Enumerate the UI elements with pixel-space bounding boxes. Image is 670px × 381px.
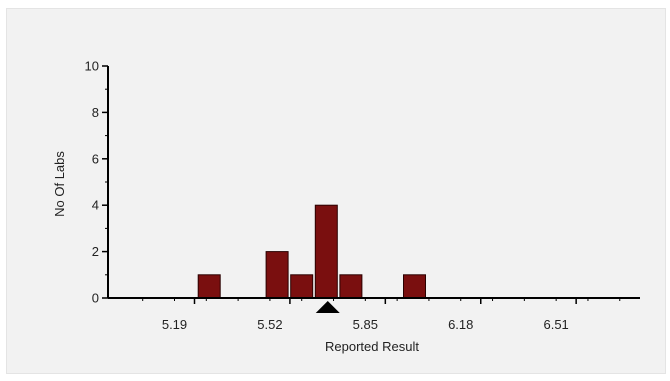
x-tick-label-1: 5.52: [257, 317, 282, 332]
y-tick-label-4: 8: [92, 105, 99, 120]
bar-3: [314, 204, 338, 299]
x-tick-label-0: 5.19: [162, 317, 187, 332]
bar-1: [265, 251, 289, 299]
x-axis-ticks: 5.19 5.52 5.85 6.18 6.51: [142, 298, 621, 332]
x-tick-label-2: 5.85: [353, 317, 378, 332]
y-tick-label-0: 0: [92, 291, 99, 306]
y-tick-label-1: 2: [92, 244, 99, 259]
y-tick-label-5: 10: [85, 59, 99, 74]
x-axis-title: Reported Result: [325, 339, 419, 354]
y-tick-label-3: 6: [92, 151, 99, 166]
bars-layer: [197, 204, 426, 299]
x-tick-label-3: 6.18: [448, 317, 473, 332]
bar-0: [197, 274, 221, 299]
bar-2: [290, 274, 314, 299]
bar-5: [403, 274, 426, 299]
y-axis-ticks: 0 2 4 6 8 10: [85, 59, 108, 306]
bar-4: [339, 274, 363, 299]
y-tick-label-2: 4: [92, 198, 99, 213]
assigned-value-marker: [315, 301, 340, 313]
y-axis-title: No Of Labs: [52, 151, 67, 217]
x-tick-label-4: 6.51: [543, 317, 568, 332]
